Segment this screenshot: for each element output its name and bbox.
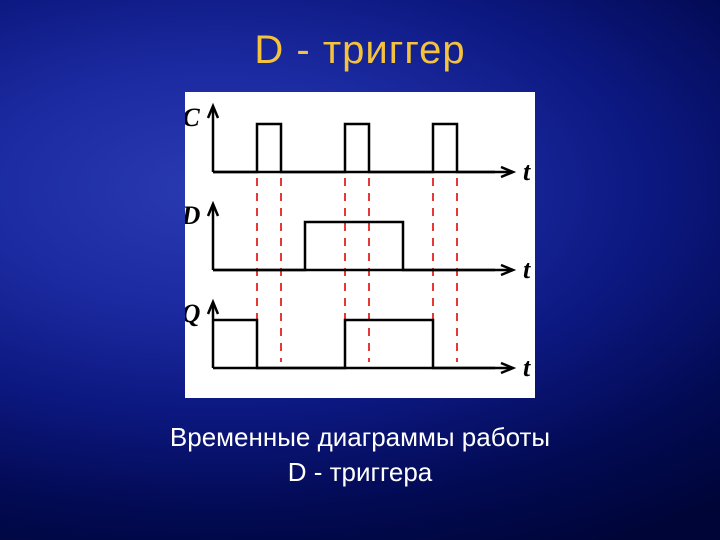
timing-diagram-card: Ct Dt Qt [185, 92, 535, 398]
svg-text:C: C [185, 103, 200, 132]
slide-root: { "title": "D - триггер", "caption_line1… [0, 0, 720, 540]
svg-text:t: t [523, 353, 531, 382]
caption-line-2: D - триггера [288, 457, 433, 487]
caption-line-1: Временные диаграммы работы [170, 422, 550, 452]
slide-caption: Временные диаграммы работы D - триггера [0, 420, 720, 490]
svg-text:t: t [523, 255, 531, 284]
svg-text:D: D [185, 201, 201, 230]
timing-diagram: Ct Dt Qt [185, 92, 535, 398]
svg-text:Q: Q [185, 299, 201, 328]
svg-text:t: t [523, 157, 531, 186]
slide-title: D - триггер [0, 28, 720, 73]
